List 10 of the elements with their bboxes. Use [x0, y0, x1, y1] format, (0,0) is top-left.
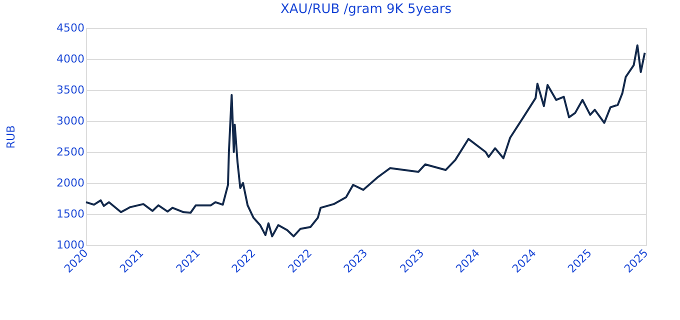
y-tick-label: 3000 [56, 114, 84, 128]
y-tick-label: 2000 [56, 176, 84, 190]
chart-title: XAU/RUB /gram 9K 5years [280, 2, 452, 17]
y-tick-label: 4000 [56, 52, 84, 66]
y-tick-label: 3500 [56, 84, 84, 96]
line-series [85, 44, 646, 238]
y-tick-label: 1500 [56, 208, 84, 220]
y-tick-label: 2500 [56, 146, 84, 158]
y-axis-title: RUB [4, 125, 18, 149]
y-tick-label: 4500 [56, 22, 84, 34]
